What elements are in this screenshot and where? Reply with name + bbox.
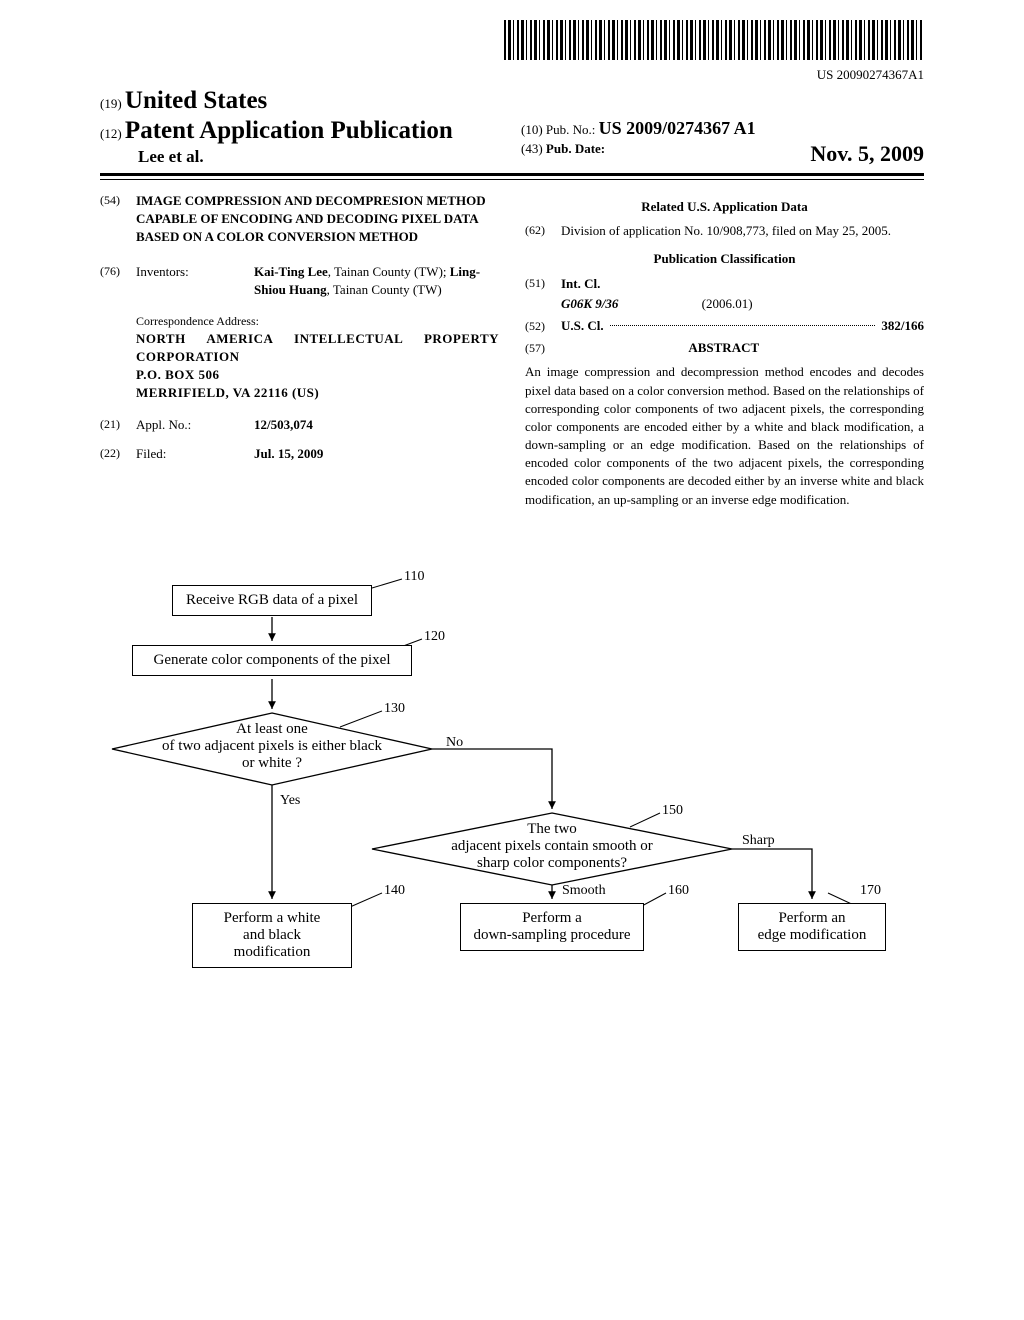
code-62: (62) [525,222,561,240]
inventors-label: Inventors: [136,263,254,299]
correspondence-pobox: P.O. BOX 506 [136,366,499,384]
node-150-l1: The two [432,821,672,838]
filed-field: (22) Filed: Jul. 15, 2009 [100,445,499,463]
appl-no-field: (21) Appl. No.: 12/503,074 [100,416,499,434]
correspondence-name: NORTH AMERICA INTELLECTUAL PROPERTY CORP… [136,330,499,366]
node-160-l2: down-sampling procedure [471,927,633,944]
int-cl-year: (2006.01) [702,296,753,311]
code-22: (22) [100,445,136,463]
pub-num: US 2009/0274367 A1 [599,118,756,138]
flowchart: Receive RGB data of a pixel Generate col… [102,579,922,1079]
right-column: Related U.S. Application Data (62) Divis… [525,192,924,509]
us-cl-field: (52) U.S. Cl. 382/166 [525,317,924,335]
correspondence-label: Correspondence Address: [136,313,499,330]
node-140-l1: Perform a white [203,910,341,927]
correspondence-city: MERRIFIELD, VA 22116 (US) [136,384,499,402]
code-43: (43) [521,141,543,156]
node-110: Receive RGB data of a pixel [172,585,372,616]
callout-160: 160 [668,883,689,899]
pub-class-heading: Publication Classification [525,250,924,268]
node-150-l3: sharp color components? [432,855,672,872]
node-130: At least one of two adjacent pixels is e… [172,721,372,772]
left-header: (19) United States (12) Patent Applicati… [100,87,503,167]
edge-yes: Yes [280,793,300,809]
int-cl-field: (51) Int. Cl. [525,275,924,293]
code-52: (52) [525,318,561,335]
node-160: Perform a down-sampling procedure [460,903,644,951]
doc-type-line: (12) Patent Application Publication [100,117,503,145]
right-header: (10) Pub. No.: US 2009/0274367 A1 (43) P… [503,118,924,167]
related-field: (62) Division of application No. 10/908,… [525,222,924,240]
inventors-list: Kai-Ting Lee, Tainan County (TW); Ling-S… [254,263,499,299]
barcode-graphic [504,20,924,60]
node-130-l1: At least one [172,721,372,738]
header-row: (19) United States (12) Patent Applicati… [100,87,924,167]
doc-type: Patent Application Publication [125,117,453,144]
callout-170: 170 [860,883,881,899]
pub-num-line: (10) Pub. No.: US 2009/0274367 A1 [521,118,924,139]
node-170-l1: Perform an [749,910,875,927]
node-150-l2: adjacent pixels contain smooth or [432,838,672,855]
us-cl-dots [610,325,876,326]
pub-num-label: Pub. No.: [546,122,595,137]
content-columns: (54) IMAGE COMPRESSION AND DECOMPRESION … [100,192,924,509]
code-57: (57) [525,340,561,357]
abstract-text: An image compression and decompression m… [525,363,924,509]
code-19: (19) [100,96,122,111]
node-150: The two adjacent pixels contain smooth o… [432,821,672,872]
correspondence-block: Correspondence Address: NORTH AMERICA IN… [136,313,499,403]
inventor-1-loc: , Tainan County (TW); [328,264,450,279]
filed-label: Filed: [136,445,254,463]
code-54: (54) [100,192,136,247]
country-line: (19) United States [100,87,503,115]
authors: Lee et al. [138,147,503,167]
node-140-l2: and black modification [203,927,341,961]
int-cl-line: G06K 9/36 (2006.01) [561,295,924,313]
abstract-heading: ABSTRACT [564,339,883,357]
callout-120: 120 [424,629,445,645]
node-130-l2: of two adjacent pixels is either black [112,738,432,755]
related-text: Division of application No. 10/908,773, … [561,222,924,240]
node-170-l2: edge modification [749,927,875,944]
country-name: United States [125,87,267,114]
callout-140: 140 [384,883,405,899]
node-120: Generate color components of the pixel [132,645,412,676]
inventors-field: (76) Inventors: Kai-Ting Lee, Tainan Cou… [100,263,499,299]
code-12: (12) [100,126,122,141]
edge-no: No [446,735,463,751]
title-field: (54) IMAGE COMPRESSION AND DECOMPRESION … [100,192,499,247]
filed-val: Jul. 15, 2009 [254,445,499,463]
appl-no-label: Appl. No.: [136,416,254,434]
node-130-l3: or white ? [172,755,372,772]
divider [100,173,924,180]
edge-smooth: Smooth [562,883,606,899]
code-21: (21) [100,416,136,434]
inventor-2-loc: , Tainan County (TW) [327,282,442,297]
pub-date-line: (43) Pub. Date: Nov. 5, 2009 [521,141,924,167]
inventor-1-name: Kai-Ting Lee [254,264,328,279]
code-76: (76) [100,263,136,299]
abstract-heading-row: (57) ABSTRACT [525,339,924,357]
code-51: (51) [525,275,561,293]
appl-no-val: 12/503,074 [254,416,499,434]
us-cl-val: 382/166 [881,317,924,335]
barcode-number: US 20090274367A1 [100,67,924,83]
node-160-l1: Perform a [471,910,633,927]
pub-date-label: Pub. Date: [546,141,605,156]
left-column: (54) IMAGE COMPRESSION AND DECOMPRESION … [100,192,499,509]
invention-title: IMAGE COMPRESSION AND DECOMPRESION METHO… [136,192,499,247]
node-170: Perform an edge modification [738,903,886,951]
code-10: (10) [521,122,543,137]
node-140: Perform a white and black modification [192,903,352,968]
int-cl-val: G06K 9/36 [561,296,618,311]
edge-sharp: Sharp [742,833,775,849]
pub-date: Nov. 5, 2009 [810,141,924,167]
int-cl-label: Int. Cl. [561,276,600,291]
callout-110: 110 [404,569,424,585]
barcode-region: US 20090274367A1 [100,20,924,83]
callout-130: 130 [384,701,405,717]
callout-150: 150 [662,803,683,819]
related-heading: Related U.S. Application Data [525,198,924,216]
us-cl-label: U.S. Cl. [561,317,604,335]
